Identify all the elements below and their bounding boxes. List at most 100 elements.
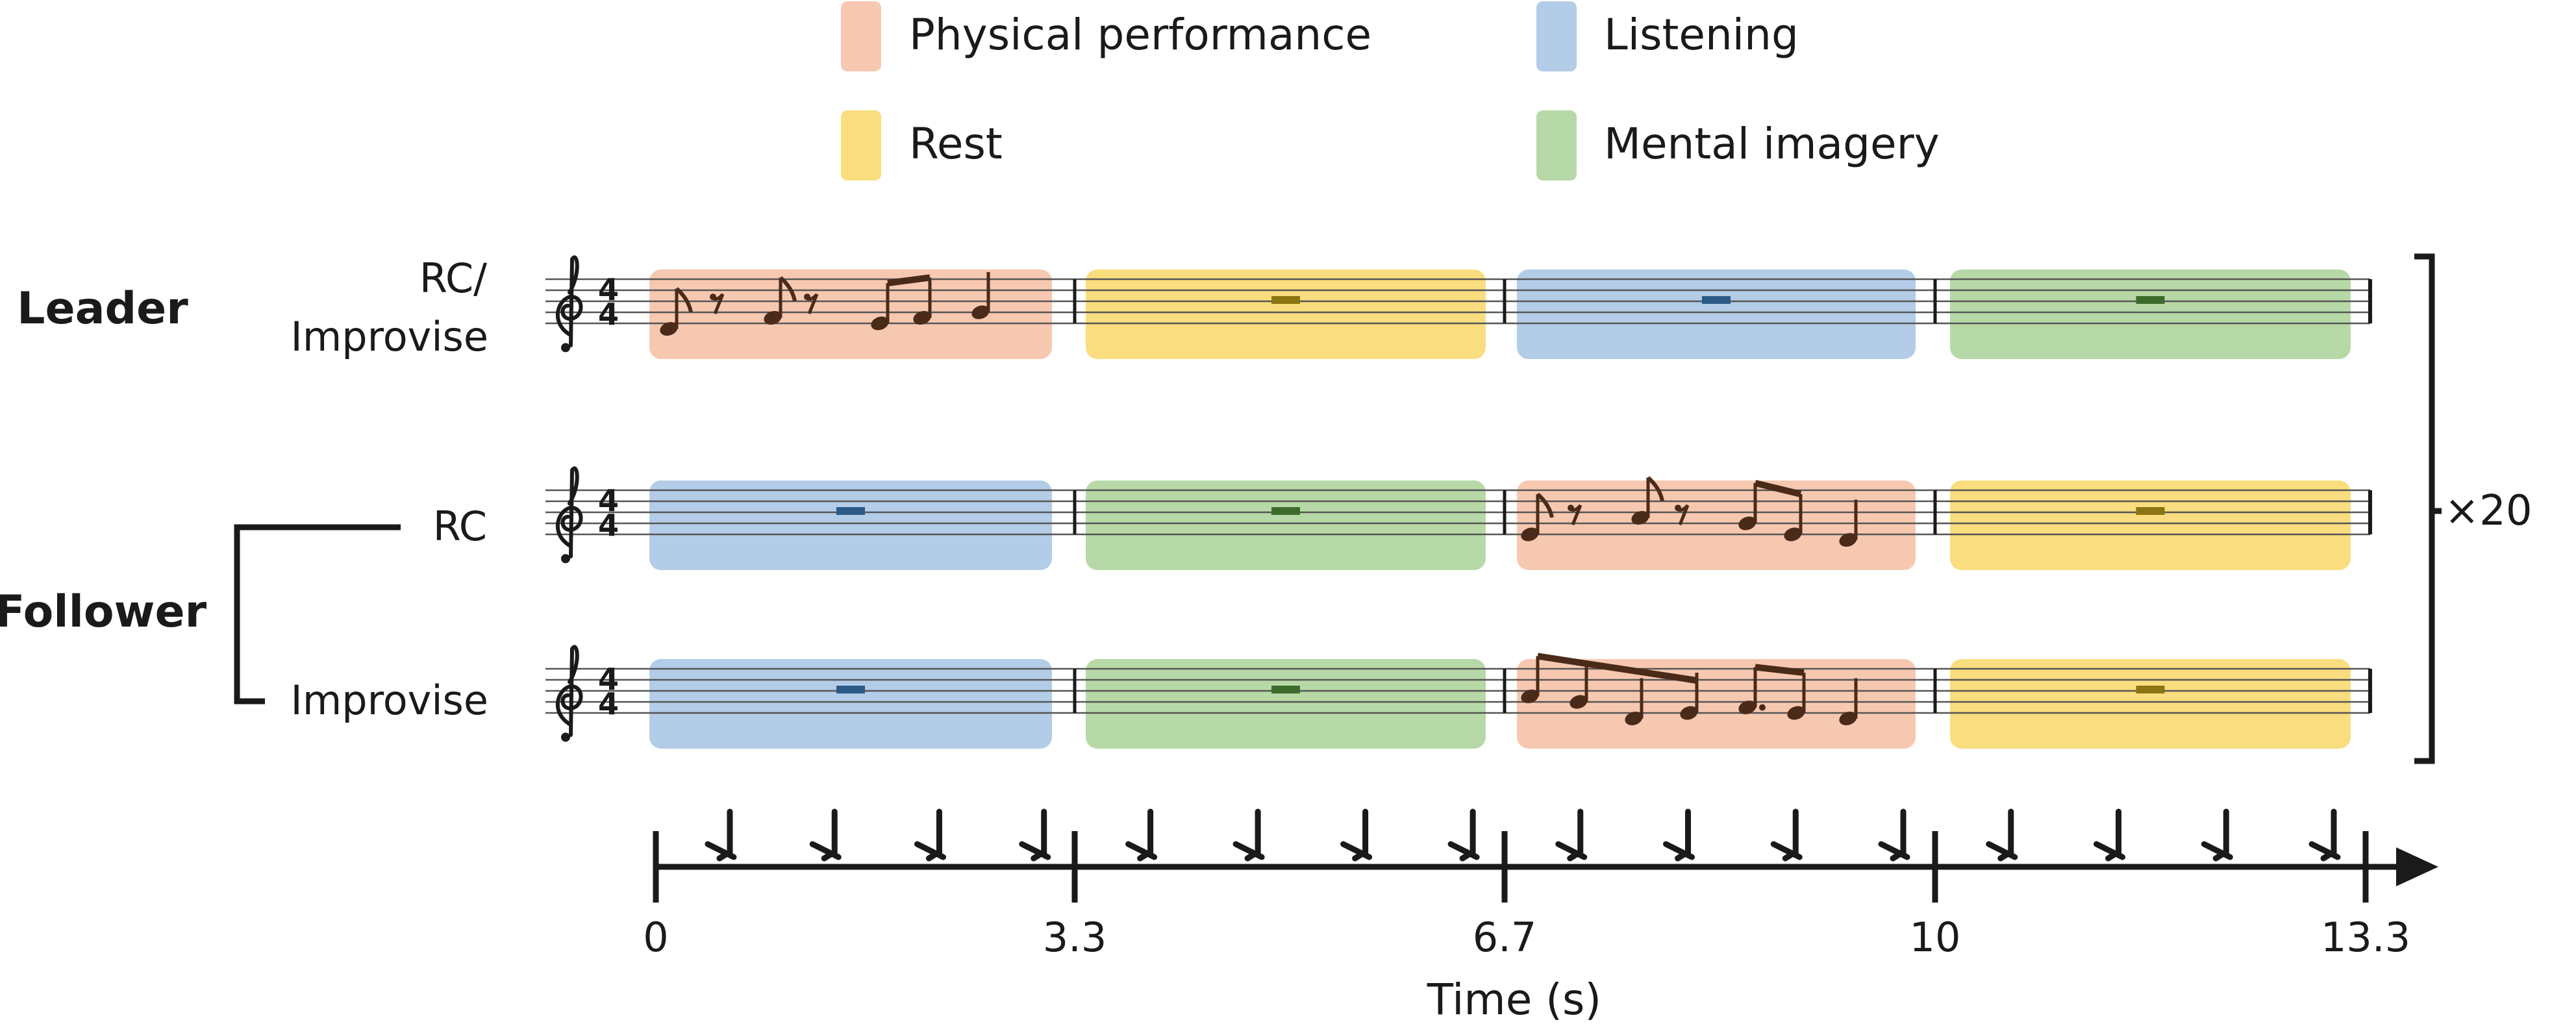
note-head [1738, 516, 1757, 530]
treble-clef-icon [556, 645, 583, 737]
metronome-beat-icon [914, 808, 946, 862]
row-label-leader-line1: RC/ [419, 255, 487, 302]
axis-title: Time (s) [1427, 975, 1601, 1025]
axis-arrowhead [2396, 847, 2438, 886]
whole-rest-icon [2136, 507, 2165, 515]
treble-clef-icon [556, 466, 583, 558]
phase-box-physical [1517, 659, 1916, 749]
whole-rest-icon [1271, 686, 1300, 693]
phase-box-listening [1517, 269, 1916, 359]
note-head [1787, 706, 1805, 720]
phase-box-rest [1086, 269, 1486, 359]
staff-row: 44 [545, 645, 2372, 749]
note-flag [779, 276, 797, 302]
follower-bracket [234, 524, 401, 705]
note-head [1839, 532, 1857, 547]
repeat-bracket [2414, 253, 2442, 764]
eighth-rest-dot [1675, 505, 1681, 512]
note-flag [675, 287, 693, 313]
axis-tick-label: 6.7 [1473, 914, 1537, 961]
time-signature-bottom: 4 [598, 686, 619, 721]
treble-clef-dot [561, 343, 570, 353]
whole-rest-icon [2136, 686, 2165, 693]
note-head [1738, 700, 1757, 715]
axis-tick-label: 0 [643, 914, 668, 961]
row-label-follower-improvise: Improvise [291, 677, 488, 724]
treble-clef-dot [561, 554, 570, 564]
note-head [1839, 711, 1857, 726]
metronome-beat-icon [2094, 808, 2126, 862]
time-signature-top: 4 [598, 662, 619, 697]
note-head [1521, 689, 1539, 704]
note-beam [1537, 653, 1697, 684]
row-label-leader-line2: Improvise [291, 313, 488, 360]
staff-row: 44 [545, 466, 2372, 570]
eighth-rest-dot [1568, 505, 1574, 512]
whole-rest-icon [2136, 296, 2165, 304]
metronome-beat-icon [1232, 808, 1265, 862]
time-signature-top: 4 [598, 272, 619, 307]
note-beam [1754, 480, 1802, 497]
treble-clef-icon [556, 255, 583, 347]
phase-box-imagery [1086, 480, 1486, 570]
note-head [913, 310, 931, 325]
phase-box-imagery [1086, 659, 1486, 749]
eighth-rest-dot [804, 293, 810, 301]
phase-box-rest [1950, 480, 2351, 570]
metronome-beat-icon [1340, 808, 1373, 862]
legend-swatch-listening [1536, 1, 1577, 71]
phase-box-imagery [1950, 269, 2351, 359]
metronome-beat-icon [1986, 808, 2018, 862]
whole-rest-icon [1271, 507, 1300, 515]
whole-rest-icon [1702, 296, 1731, 304]
role-label-follower: Follower [0, 586, 207, 638]
row-label-follower-rc: RC [433, 503, 487, 550]
note-head [1680, 706, 1698, 720]
repeat-count-label: ×20 [2444, 487, 2532, 535]
axis-tick-label: 3.3 [1043, 914, 1107, 961]
metronome-beat-icon [809, 808, 842, 862]
note-head [1784, 527, 1802, 542]
legend-label-imagery: Mental imagery [1604, 119, 1940, 169]
time-axis: Time (s) 0 3.3 6.7 10 13.3 [643, 808, 2438, 1025]
whole-rest-icon [836, 507, 865, 515]
note-head [871, 316, 889, 330]
staff-row: 44 [545, 255, 2372, 359]
metronome-beat-icon [1447, 808, 1480, 862]
whole-rest-icon [1271, 296, 1300, 304]
metronome-beat-icon [1770, 808, 1803, 862]
note-head [1521, 527, 1539, 542]
legend-swatch-rest [841, 110, 881, 181]
metronome-beat-icon [1663, 808, 1695, 862]
dotted-note-dot [1759, 704, 1766, 711]
note-head [660, 321, 678, 336]
note-head [1625, 711, 1643, 726]
metronome-beat-icon [1878, 808, 1910, 862]
note-beam [887, 274, 931, 286]
legend-swatch-physical [841, 1, 881, 71]
time-signature-bottom: 4 [598, 297, 619, 332]
legend-label-physical: Physical performance [909, 10, 1371, 60]
note-head [1631, 510, 1649, 525]
axis-tick-label: 10 [1910, 914, 1961, 961]
metronome-beat-icon [2308, 808, 2341, 862]
note-head [764, 310, 782, 325]
eighth-rest-dot [710, 293, 716, 301]
phase-box-rest [1950, 659, 2351, 749]
note-beam [1755, 664, 1805, 676]
metronome-beat-icon [705, 808, 737, 862]
time-signature-top: 4 [598, 483, 619, 518]
legend-label-rest: Rest [909, 119, 1003, 169]
legend: Physical performance Listening Rest Ment… [841, 1, 1940, 181]
legend-swatch-imagery [1536, 110, 1577, 181]
note-head [1569, 695, 1588, 709]
metronome-beat-icon [2201, 808, 2233, 862]
phase-box-physical [649, 269, 1052, 359]
note-head [971, 305, 990, 319]
metronome-beat-icon [1019, 808, 1051, 862]
phase-box-listening [649, 659, 1052, 749]
treble-clef-dot [561, 732, 570, 742]
whole-rest-icon [836, 686, 865, 693]
